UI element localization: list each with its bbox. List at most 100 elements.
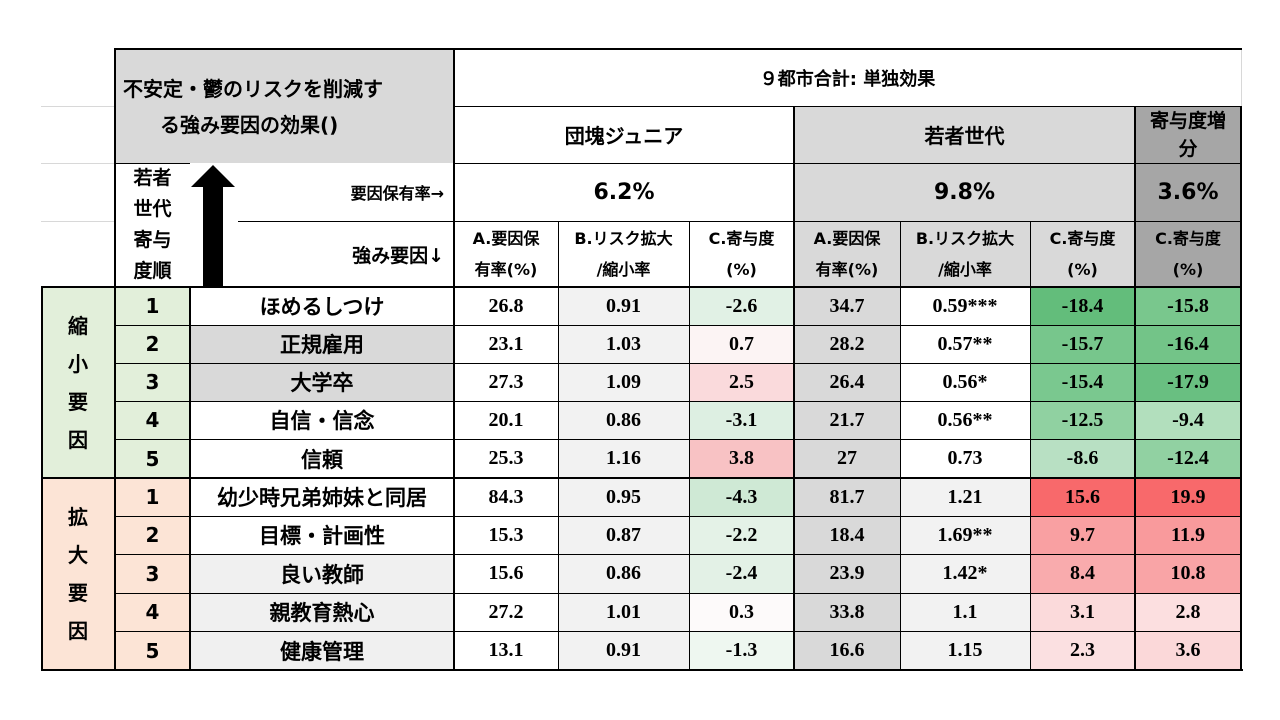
cell-factor: 良い教師	[190, 554, 454, 593]
cell-d-b: 1.16	[558, 439, 689, 478]
cell-d-c: -4.3	[689, 478, 794, 516]
rate-zobun: 3.6%	[1135, 163, 1241, 221]
rank-label: 若者 世代 寄与 度順	[115, 163, 190, 287]
rate-wakamono: 9.8%	[794, 163, 1135, 221]
frame-right	[1240, 106, 1242, 671]
grid-col	[1030, 221, 1031, 670]
cell-d-c: 0.7	[689, 325, 794, 363]
cell-w-a: 18.4	[794, 516, 900, 554]
grid-line-light	[41, 106, 115, 107]
cell-d-b: 0.87	[558, 516, 689, 554]
cell-d-a: 84.3	[454, 478, 558, 516]
frame-col-sep	[793, 106, 795, 670]
cell-w-c: 9.7	[1030, 516, 1135, 554]
cell-rank: 1	[115, 287, 190, 325]
cell-d-b: 0.86	[558, 554, 689, 593]
grid-col	[558, 221, 559, 670]
cell-w-c: 15.6	[1030, 478, 1135, 516]
cell-z-c: -12.4	[1135, 439, 1241, 478]
rank-label-char: 若者	[133, 167, 172, 189]
cell-factor: 信頼	[190, 439, 454, 478]
cell-d-a: 27.3	[454, 363, 558, 401]
cell-rank: 2	[115, 325, 190, 363]
cell-w-a: 33.8	[794, 593, 900, 631]
cell-w-a: 21.7	[794, 401, 900, 439]
cell-w-c: -12.5	[1030, 401, 1135, 439]
cell-d-a: 23.1	[454, 325, 558, 363]
group-expand-char: 因	[68, 619, 88, 643]
cell-w-a: 26.4	[794, 363, 900, 401]
grid-row	[115, 401, 1241, 402]
cell-d-c: 3.8	[689, 439, 794, 478]
cell-w-a: 28.2	[794, 325, 900, 363]
grid-row	[115, 593, 1241, 594]
strength-factor-label: 強み要因↓	[352, 244, 444, 267]
col-header-dankai-b: B.リスク拡大/縮小率	[574, 229, 673, 279]
cell-d-c: -2.6	[689, 287, 794, 325]
frame-bottom	[41, 669, 1243, 671]
cell-d-a: 15.6	[454, 554, 558, 593]
grid-col	[900, 221, 901, 670]
group-header-dankai: 団塊ジュニア	[564, 124, 684, 148]
cell-w-c: 3.1	[1030, 593, 1135, 631]
group-expand-char: 要	[68, 581, 88, 605]
col-header-wakamono-c: C.寄与度 (%)	[1030, 221, 1135, 287]
grid-row	[115, 631, 1241, 632]
cell-w-b: 1.15	[900, 631, 1030, 670]
cell-z-c: -16.4	[1135, 325, 1241, 363]
cell-rank: 4	[115, 593, 190, 631]
cell-rank: 5	[115, 631, 190, 670]
grid-row	[115, 554, 1241, 555]
cell-w-b: 1.21	[900, 478, 1030, 516]
cell-d-a: 27.2	[454, 593, 558, 631]
cell-w-b: 1.69**	[900, 516, 1030, 554]
cell-w-b: 1.1	[900, 593, 1030, 631]
grid-line-light	[41, 163, 115, 164]
cell-rank: 2	[115, 516, 190, 554]
cell-d-b: 1.03	[558, 325, 689, 363]
group-label-expand: 拡大要因	[41, 478, 115, 670]
cell-z-c: -17.9	[1135, 363, 1241, 401]
cell-d-c: -2.2	[689, 516, 794, 554]
cell-z-c: 10.8	[1135, 554, 1241, 593]
cell-d-a: 13.1	[454, 631, 558, 670]
rank-label-char: 世代	[133, 198, 172, 220]
cell-w-b: 0.57**	[900, 325, 1030, 363]
cell-d-c: -1.3	[689, 631, 794, 670]
cell-d-c: 2.5	[689, 363, 794, 401]
cell-factor: 正規雇用	[190, 325, 454, 363]
frame-row-sep	[41, 286, 1242, 288]
cell-d-b: 1.09	[558, 363, 689, 401]
rank-label-char: 度順	[133, 260, 172, 282]
cell-factor: 大学卒	[190, 363, 454, 401]
cell-z-c: -9.4	[1135, 401, 1241, 439]
cell-d-b: 0.91	[558, 631, 689, 670]
cell-factor: 健康管理	[190, 631, 454, 670]
group-shrink-char: 縮	[68, 313, 88, 338]
group-shrink-char: 小	[68, 351, 88, 376]
cell-d-c: 0.3	[689, 593, 794, 631]
frame-top	[114, 48, 1242, 50]
frame-row-sep	[238, 221, 454, 222]
grid-row	[115, 516, 1241, 517]
col-header-zobun-c: C.寄与度 (%)	[1135, 221, 1241, 287]
cell-w-c: 2.3	[1030, 631, 1135, 670]
cell-d-b: 0.86	[558, 401, 689, 439]
cell-z-c: 2.8	[1135, 593, 1241, 631]
cell-w-b: 0.73	[900, 439, 1030, 478]
super-header: ９都市合計: 単独効果	[759, 69, 936, 90]
cell-factor: 幼少時兄弟姉妹と同居	[190, 478, 454, 516]
frame-row-sep	[454, 163, 1241, 164]
frame-col-sep	[453, 48, 455, 670]
table-title-cell: 不安定・鬱のリスクを削減す る強み要因の効果()	[115, 50, 454, 163]
cell-w-b: 0.56*	[900, 363, 1030, 401]
table-title-line2: る強み要因の効果()	[160, 112, 339, 137]
cell-w-a: 16.6	[794, 631, 900, 670]
group-header-zobun-line2: 分	[1178, 137, 1198, 160]
cell-z-c: -15.8	[1135, 287, 1241, 325]
cell-z-c: 3.6	[1135, 631, 1241, 670]
cell-rank: 3	[115, 554, 190, 593]
frame-row-sep	[454, 106, 1241, 107]
cell-w-b: 0.56**	[900, 401, 1030, 439]
frame-row-sep	[454, 221, 1241, 222]
